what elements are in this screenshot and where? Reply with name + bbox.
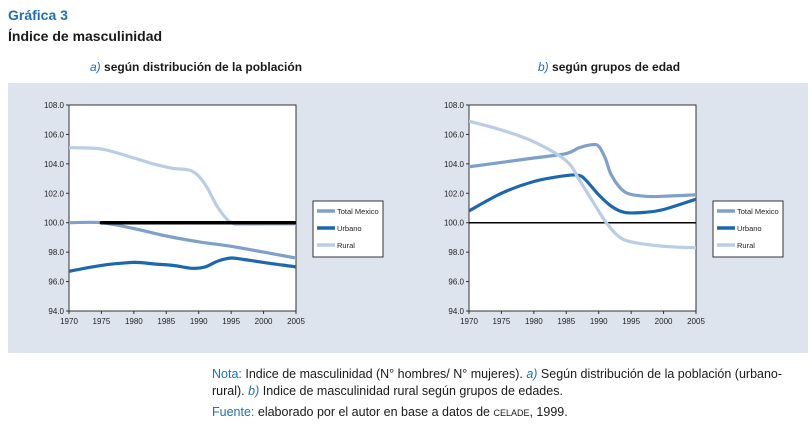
y-tick-label: 102.0 [444,189,465,198]
nota-text-1: Indice de masculinidad (N° hombres/ N° m… [241,367,527,381]
y-tick-label: 96.0 [448,278,464,287]
chart-b: 108.0106.0104.0102.0100.098.096.094.0197… [444,101,784,326]
panel-b-title: según grupos de edad [552,60,681,74]
panel-b-subtitle: b) según grupos de edad [538,60,680,74]
x-tick-label: 1995 [222,317,240,326]
x-tick-label: 1980 [525,317,543,326]
y-tick-label: 104.0 [444,160,465,169]
celade-text: celade [493,405,530,419]
y-tick-label: 98.0 [48,248,64,257]
x-tick-label: 1975 [93,317,111,326]
nota-paragraph: Nota: Indice de masculinidad (N° hombres… [212,366,807,400]
figure-label: Gráfica 3 [8,7,68,23]
legend-label: Total Mexico [337,207,379,216]
x-tick-label: 2000 [255,317,273,326]
nota-text-2: Según distribución de la población (urba… [212,367,783,398]
x-tick-label: 1995 [622,317,640,326]
fuente-text: elaborado por el autor en base a datos d… [254,405,494,419]
legend-label: Total Mexico [737,207,779,216]
legend-label: Rural [737,241,755,250]
fuente-label: Fuente: [212,405,255,419]
x-tick-label: 1985 [557,317,575,326]
series-line-rural [469,119,696,250]
y-tick-label: 100.0 [44,219,65,228]
legend-label: Rural [337,241,355,250]
plot-area [468,104,697,312]
series-line-urbano [69,256,296,273]
figure-title: Índice de masculinidad [8,28,163,44]
y-tick-label: 104.0 [44,160,65,169]
y-tick-label: 100.0 [444,219,465,228]
panel-a-subtitle: a) según distribución de la población [90,60,302,74]
nota-a-letter: a) [526,367,538,381]
y-tick-label: 102.0 [44,189,65,198]
x-tick-label: 1980 [125,317,143,326]
panel-a-title: según distribución de la población [104,60,303,74]
x-tick-label: 1970 [460,317,478,326]
y-tick-label: 94.0 [48,307,64,316]
notes-block: Nota: Indice de masculinidad (N° hombres… [212,366,807,421]
y-tick-label: 98.0 [448,248,464,257]
nota-b-letter: b) [248,384,260,398]
y-tick-label: 106.0 [444,130,465,139]
fuente-end: , 1999. [529,405,568,419]
legend-label: Urbano [337,224,362,233]
y-tick-label: 108.0 [444,101,465,110]
y-tick-label: 108.0 [44,101,65,110]
legend-label: Urbano [737,224,762,233]
x-tick-label: 1985 [157,317,175,326]
x-tick-label: 1970 [60,317,78,326]
x-tick-label: 2000 [655,317,673,326]
fuente-paragraph: Fuente: elaborado por el autor en base a… [212,404,807,421]
y-tick-label: 94.0 [448,307,464,316]
x-tick-label: 2005 [287,317,305,326]
plot-area [68,104,297,312]
chart-a: 108.0106.0104.0102.0100.098.096.094.0197… [44,101,384,326]
x-tick-label: 2005 [687,317,705,326]
x-tick-label: 1975 [493,317,511,326]
y-tick-label: 96.0 [48,278,64,287]
x-tick-label: 1990 [590,317,608,326]
x-tick-label: 1990 [190,317,208,326]
nota-label: Nota: [212,367,242,381]
panel-a-letter: a) [90,60,101,74]
series-line-urbano [469,173,696,215]
nota-text-3: Indice de masculinidad rural según grupo… [259,384,563,398]
panel-b-letter: b) [538,60,549,74]
series-line-total-mexico [469,142,696,199]
y-tick-label: 106.0 [44,130,65,139]
